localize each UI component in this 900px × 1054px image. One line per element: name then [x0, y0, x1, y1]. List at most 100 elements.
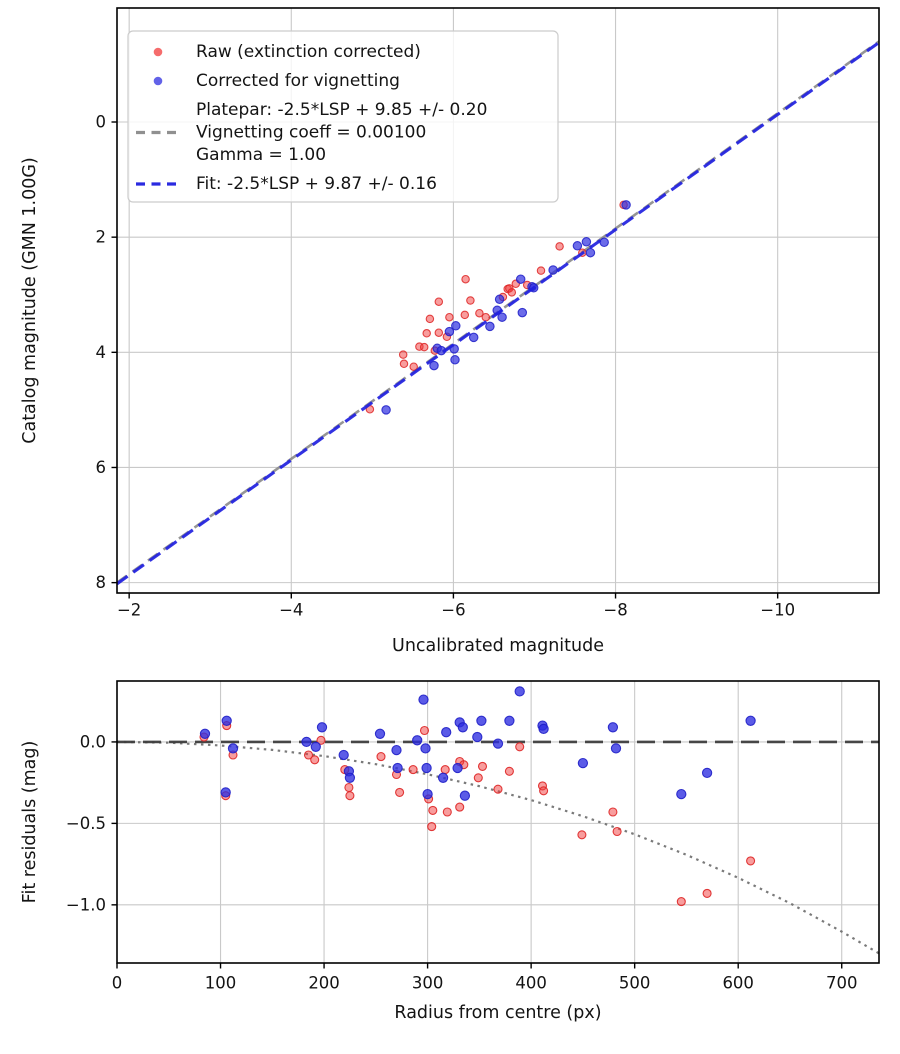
x-tick-label: −6 — [441, 601, 465, 620]
data-point — [514, 686, 525, 697]
data-point — [581, 237, 592, 247]
data-point — [395, 787, 405, 797]
x-tick-label: 700 — [826, 974, 858, 993]
data-point — [676, 788, 687, 800]
data-point — [422, 329, 431, 338]
legend-label: Platepar: -2.5*LSP + 9.85 +/- 0.20 — [196, 100, 487, 120]
data-point — [548, 265, 558, 275]
data-point — [391, 744, 402, 756]
residuals-plot-scatter-series — [199, 721, 756, 907]
data-point — [572, 241, 583, 251]
calibration-plot-x-axis-label: Uncalibrated magnitude — [392, 636, 604, 656]
data-point — [344, 782, 354, 793]
residuals-plot-ticks: 0 100 200 300 400 500 600 700 0.0 −0.5 −1.0 — [66, 732, 858, 992]
data-point — [607, 722, 619, 733]
x-tick-label: 0 — [112, 974, 123, 993]
data-point — [440, 765, 450, 775]
data-point — [497, 312, 507, 322]
data-point — [457, 722, 468, 733]
calibration-plot-ticks: −2 −4 −6 −8 −10 0 2 4 6 8 — [96, 113, 796, 620]
y-tick-label: 8 — [96, 573, 107, 592]
data-point — [310, 741, 321, 752]
data-point — [398, 350, 408, 359]
data-point — [475, 308, 484, 318]
data-point — [621, 200, 631, 210]
x-tick-label: −10 — [760, 601, 795, 620]
data-point — [429, 360, 439, 371]
data-point — [466, 296, 475, 305]
data-point — [442, 807, 452, 817]
data-point — [419, 342, 429, 352]
data-point — [492, 738, 504, 749]
data-point — [610, 743, 622, 754]
data-point — [425, 314, 435, 324]
data-point — [477, 761, 488, 771]
data-point — [392, 762, 403, 774]
data-point — [434, 328, 444, 337]
data-point — [515, 274, 526, 284]
residuals-plot: 0 100 200 300 400 500 600 700 0.0 −0.5 −1.0 Radius … — [20, 680, 880, 1023]
data-point — [428, 805, 438, 815]
data-point — [445, 312, 454, 322]
data-point — [455, 802, 465, 812]
data-point — [421, 762, 432, 774]
data-point — [434, 297, 444, 306]
data-point — [419, 725, 430, 736]
data-point — [199, 728, 211, 739]
y-tick-label: −0.5 — [66, 814, 106, 833]
legend-label: Corrected for vignetting — [196, 71, 400, 91]
data-point — [227, 743, 239, 754]
calibration-plot-spines — [116, 7, 880, 594]
data-point — [555, 242, 564, 251]
data-point — [494, 294, 505, 305]
residuals-plot-y-axis-label: Fit residuals (mag) — [20, 741, 40, 904]
calibration-plot-y-axis-label: Catalog magnitude (GMN 1.00G) — [20, 157, 40, 444]
x-tick-label: −4 — [279, 601, 303, 620]
y-tick-label: 0 — [96, 113, 107, 132]
residuals-plot-scatter-series — [199, 686, 756, 801]
y-tick-label: 6 — [96, 458, 107, 477]
data-point — [459, 790, 471, 801]
data-point — [701, 767, 713, 779]
data-point — [441, 727, 452, 738]
x-tick-label: 300 — [412, 974, 444, 993]
data-point — [745, 715, 756, 726]
data-point — [409, 362, 418, 371]
data-point — [493, 784, 503, 794]
data-point — [468, 332, 479, 343]
data-point — [538, 723, 549, 735]
data-point — [344, 772, 356, 783]
data-point — [460, 310, 470, 320]
x-tick-label: −8 — [603, 601, 627, 620]
data-point — [220, 787, 231, 798]
data-point — [338, 749, 349, 761]
legend-label: Vignetting coeff = 0.00100 — [196, 123, 426, 143]
calibration-plot: −2 −4 −6 −8 −10 0 2 4 6 8 Uncalibrated magnitude Ca… — [20, 7, 880, 656]
data-point — [485, 321, 495, 332]
data-point — [476, 715, 487, 726]
data-point — [408, 765, 418, 775]
x-tick-label: 500 — [619, 974, 651, 993]
data-point — [427, 822, 437, 832]
data-point — [310, 755, 320, 765]
data-point — [676, 897, 686, 907]
residuals-plot-x-axis-label: Radius from centre (px) — [394, 1003, 601, 1023]
legend-box — [127, 30, 559, 203]
data-point — [536, 266, 546, 275]
data-point — [481, 312, 491, 322]
data-point — [420, 743, 431, 754]
data-point — [345, 791, 355, 801]
x-tick-label: 100 — [205, 974, 237, 993]
legend: Raw (extinction corrected) Corrected for … — [127, 30, 559, 203]
calibration-plot-line-series — [117, 41, 879, 586]
data-point — [472, 731, 483, 743]
data-point — [422, 788, 433, 800]
data-point — [316, 722, 328, 733]
data-point — [444, 326, 455, 337]
y-tick-label: 4 — [96, 343, 107, 362]
data-point — [746, 856, 756, 866]
data-point — [461, 274, 470, 284]
residuals-plot-spines — [116, 680, 880, 964]
data-point — [504, 715, 515, 726]
